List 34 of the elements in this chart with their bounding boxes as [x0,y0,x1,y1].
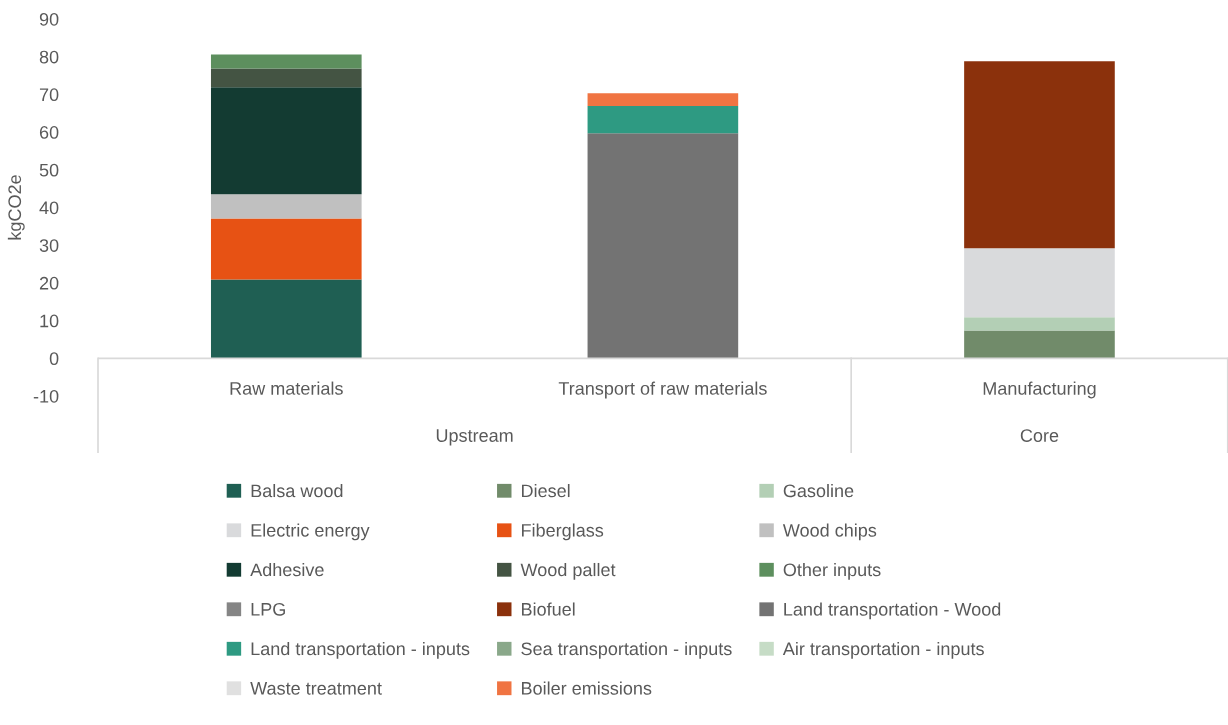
y-tick-label: 70 [39,88,59,102]
x-tick-label: Raw materials [230,381,343,395]
text: Core [1020,429,1059,442]
legend-label: Boiler emissions [522,681,652,695]
legend-label: Electric energy [251,523,370,541]
legend-label: Waste treatment [250,682,382,695]
y-tick-label: 40 [39,201,59,215]
legend-label: Biofuel [522,602,575,616]
y-tick-label: 20 [39,276,59,290]
legend-label: Adhesive [250,562,324,577]
y-tick-label: -10 [33,389,59,403]
legend-label: Sea transportation - inputs [521,641,732,659]
legend-label: Other inputs [783,562,881,580]
legend-label: Land transportation - inputs [251,641,470,659]
legend-label: Gasoline [783,483,854,498]
y-tick-label: 90 [39,12,59,26]
legend-label: Balsa wood [251,483,343,498]
legend-label: Wood chips [782,523,877,541]
y-tick-label: 30 [39,239,59,252]
text: Upstream [436,429,513,446]
y-tick-label: 10 [40,314,59,328]
legend-label: Land transportation - Wood [784,602,1001,620]
legend-label: Fiberglass [522,523,604,541]
y-tick-label: 50 [39,163,59,177]
legend-label: Air transportation - inputs [782,641,984,659]
x-tick-label: Transport of raw materials [558,381,767,399]
legend-label: Wood pallet [520,562,616,580]
legend-label: LPG [251,602,285,616]
x-tick-label: Manufacturing [983,381,1096,399]
y-tick-label: 80 [39,50,59,64]
y-axis-title: kgCO2e [7,175,25,240]
y-tick-label: 60 [39,126,59,139]
legend-label: Diesel [522,483,570,498]
y-tick-label: 0 [49,352,59,366]
